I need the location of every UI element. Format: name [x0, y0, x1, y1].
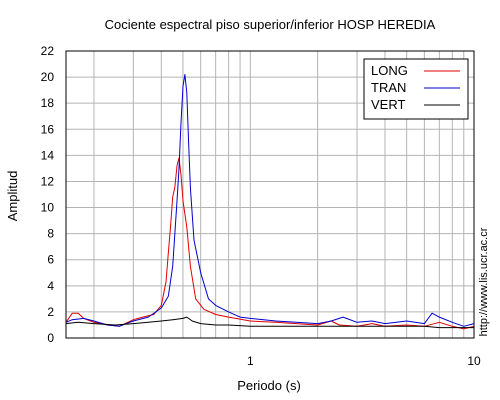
source-url-annotation: http://www.lis.ucr.ac.cr — [478, 227, 490, 336]
y-tick-label: 14 — [41, 148, 55, 162]
legend-label-tran: TRAN — [371, 80, 406, 95]
y-tick-label: 2 — [47, 305, 54, 319]
x-tick-labels: 1 10 — [247, 354, 481, 368]
y-tick-label: 10 — [41, 201, 55, 215]
y-tick-label: 16 — [41, 122, 55, 136]
x-axis-label: Periodo (s) — [237, 378, 301, 393]
y-tick-label: 6 — [47, 253, 54, 267]
series-line-tran — [65, 74, 475, 327]
series-lines — [65, 74, 475, 330]
x-tick-label: 1 — [247, 354, 254, 368]
x-tick-label: 10 — [467, 354, 481, 368]
y-tick-label: 18 — [41, 96, 55, 110]
series-line-long — [65, 157, 475, 330]
legend-label-vert: VERT — [371, 97, 405, 112]
y-tick-label: 22 — [41, 44, 55, 58]
plot-frame — [65, 50, 475, 339]
y-tick-labels: 0 2 4 6 8 10 12 14 16 18 20 22 — [41, 44, 55, 345]
y-tick-label: 8 — [47, 227, 54, 241]
y-axis-label: Amplitud — [5, 171, 20, 222]
series-line-vert — [65, 316, 474, 329]
legend-label-long: LONG — [371, 63, 408, 78]
legend: LONG TRAN VERT — [363, 58, 469, 120]
y-tick-label: 4 — [47, 279, 54, 293]
chart-title: Cociente espectral piso superior/inferio… — [105, 17, 436, 32]
y-tick-label: 20 — [41, 70, 55, 84]
legend-box — [363, 58, 469, 120]
y-tick-label: 12 — [41, 174, 55, 188]
y-tick-label: 0 — [47, 331, 54, 345]
